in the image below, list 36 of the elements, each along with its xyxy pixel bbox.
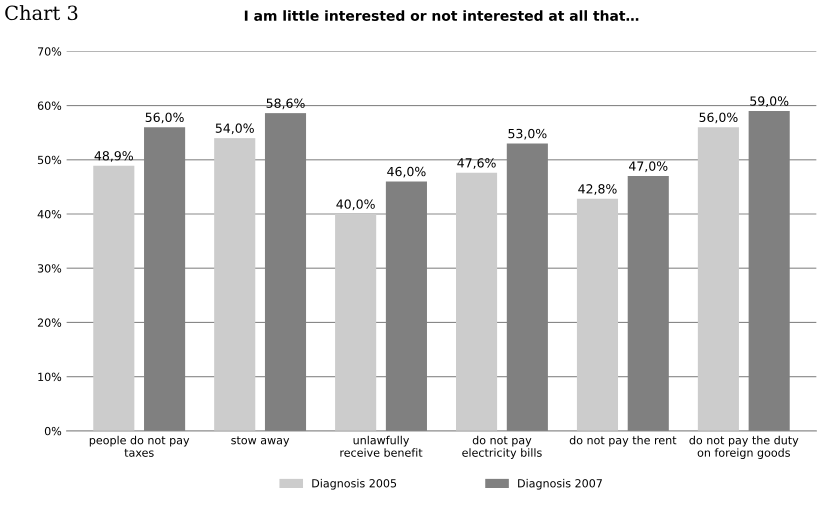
bar bbox=[214, 138, 256, 431]
y-tick-label: 10% bbox=[38, 372, 62, 382]
bar bbox=[576, 198, 618, 431]
data-label: 40,0% bbox=[336, 199, 375, 210]
y-tick-label: 60% bbox=[38, 102, 62, 110]
y-tick-label: 50% bbox=[38, 156, 62, 164]
y-tick-label: 40% bbox=[38, 210, 62, 218]
bar bbox=[456, 172, 498, 431]
y-tick-label: 30% bbox=[38, 264, 62, 273]
x-tick-label: do not pay the duty on foreign goods bbox=[689, 436, 798, 459]
x-tick-label: people do not pay taxes bbox=[90, 436, 190, 457]
x-tick-label: stow away bbox=[231, 436, 290, 447]
data-label: 46,0% bbox=[387, 166, 426, 178]
legend-label: Diagnosis 2005 bbox=[312, 478, 396, 490]
data-label: 54,0% bbox=[216, 123, 254, 134]
data-label: 59,0% bbox=[750, 96, 788, 108]
data-label: 47,0% bbox=[629, 161, 668, 172]
bar bbox=[698, 127, 739, 431]
y-tick-label: 70% bbox=[38, 47, 62, 56]
chart-title: I am little interested or not interested at all that… bbox=[244, 10, 638, 21]
x-tick-label: do not pay the rent bbox=[570, 436, 676, 447]
data-label: 42,8% bbox=[578, 184, 617, 195]
data-label: 56,0% bbox=[700, 112, 738, 124]
y-tick-label: 0% bbox=[44, 426, 62, 436]
data-label: 53,0% bbox=[508, 128, 547, 140]
data-label: 47,6% bbox=[457, 158, 496, 169]
bar bbox=[335, 214, 376, 431]
data-label: 56,0% bbox=[146, 112, 184, 124]
data-label: 48,9% bbox=[94, 151, 133, 162]
bar bbox=[93, 166, 134, 431]
caption: Chart 3 bbox=[5, 5, 78, 20]
y-tick-label: 20% bbox=[38, 318, 62, 327]
x-tick-label: unlawfully receive benefit bbox=[340, 436, 422, 457]
data-label: 58,6% bbox=[266, 98, 305, 110]
legend-label: Diagnosis 2007 bbox=[518, 478, 602, 490]
x-tick-label: do not pay electricity bills bbox=[462, 436, 542, 459]
